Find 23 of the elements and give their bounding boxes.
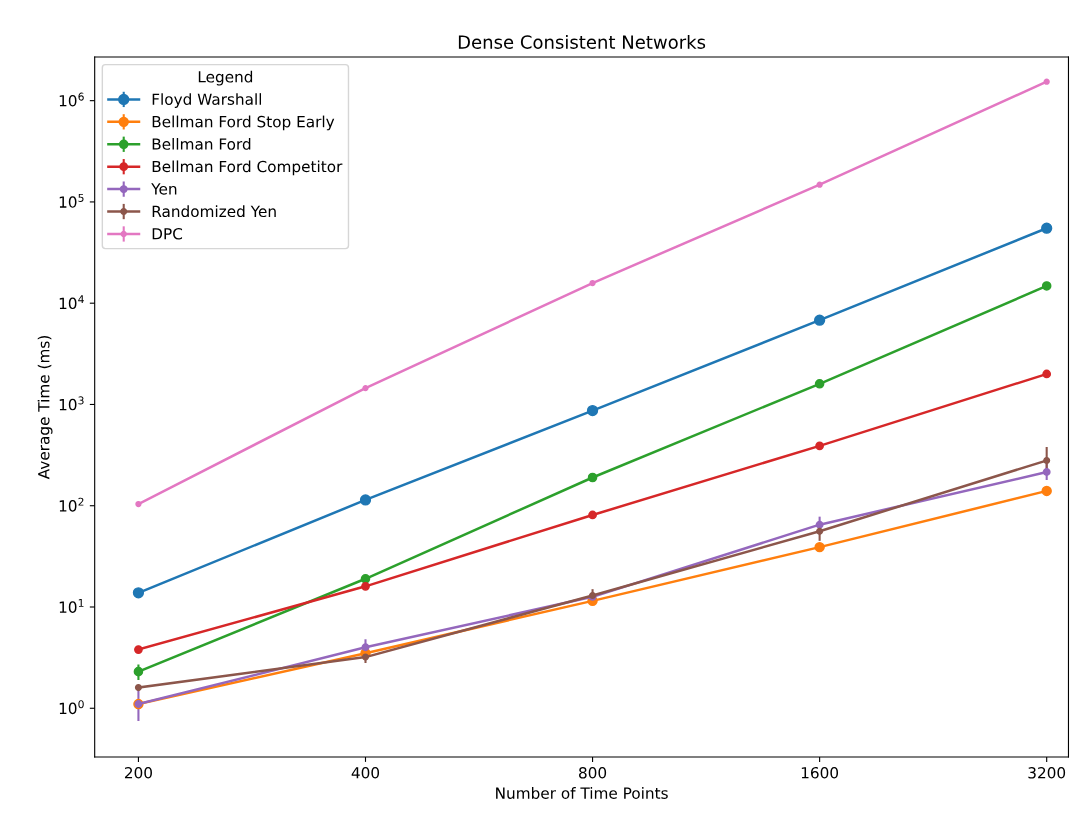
y-tick-label: 10$^{5}$ — [59, 193, 84, 208]
x-tick-label: 200 — [124, 767, 152, 779]
y-tick-label: 10$^{4}$ — [59, 295, 84, 310]
y-tick-label: 10$^{3}$ — [59, 396, 84, 411]
y-tick-label: 10$^{6}$ — [59, 92, 84, 107]
x-tick-label: 3200 — [1028, 767, 1066, 779]
x-tick-label: 400 — [351, 767, 380, 779]
y-tick-label: 10$^{2}$ — [59, 497, 84, 512]
legend-label: DPC — [152, 227, 183, 240]
x-tick-label: 800 — [579, 767, 607, 779]
y-axis-title: Average Time (ms) — [37, 336, 53, 480]
legend-label: Floyd Warshall — [152, 93, 262, 108]
x-axis-title: Number of Time Points — [496, 787, 668, 799]
legend-label: Yen — [151, 183, 177, 195]
legend-label: Randomized Yen — [152, 205, 276, 218]
y-tick-label: 10$^{0}$ — [59, 700, 84, 715]
y-tick-label: 10$^{1}$ — [59, 599, 84, 613]
x-tick-label: 1600 — [801, 767, 839, 779]
chart-title: Dense Consistent Networks — [458, 34, 706, 49]
legend-title: Legend — [198, 70, 253, 86]
legend-label: Bellman Ford Stop Early — [152, 115, 335, 131]
legend-label: Bellman Ford — [152, 138, 251, 150]
legend-label: Bellman Ford Competitor — [152, 160, 343, 176]
